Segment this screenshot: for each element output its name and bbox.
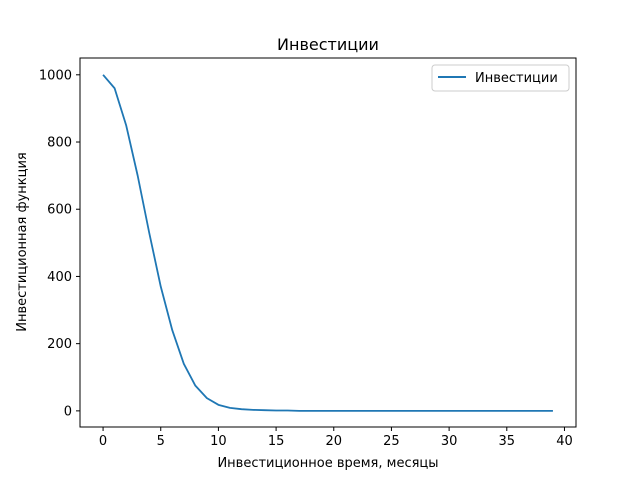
series-line (102, 74, 553, 412)
plot-area (102, 74, 553, 412)
x-tick-label: 25 (383, 434, 400, 449)
y-axis-label: Инвестиционная функция (15, 152, 30, 332)
x-axis: 0 5 10 15 20 25 30 35 40 (99, 427, 573, 449)
chart-title: Инвестиции (277, 35, 379, 54)
x-tick-label: 30 (441, 434, 458, 449)
y-tick-label: 400 (47, 270, 72, 285)
x-tick-label: 5 (157, 434, 165, 449)
y-tick-label: 800 (47, 136, 72, 151)
y-tick-label: 600 (47, 203, 72, 218)
legend: Инвестиции (431, 64, 570, 92)
legend-box (431, 64, 570, 92)
y-tick-label: 0 (64, 404, 72, 419)
x-tick-label: 15 (268, 434, 285, 449)
axes-frame (79, 57, 577, 428)
x-tick-label: 10 (210, 434, 227, 449)
x-axis-label: Инвестиционное время, месяцы (217, 456, 438, 471)
y-tick-label: 200 (47, 337, 72, 352)
x-tick-label: 20 (325, 434, 342, 449)
x-tick-label: 0 (99, 434, 107, 449)
legend-label: Инвестиции (475, 71, 558, 86)
x-tick-label: 40 (556, 434, 573, 449)
y-axis: 0 200 400 600 800 1000 (39, 68, 80, 419)
y-tick-label: 1000 (39, 68, 72, 83)
x-tick-label: 35 (499, 434, 516, 449)
